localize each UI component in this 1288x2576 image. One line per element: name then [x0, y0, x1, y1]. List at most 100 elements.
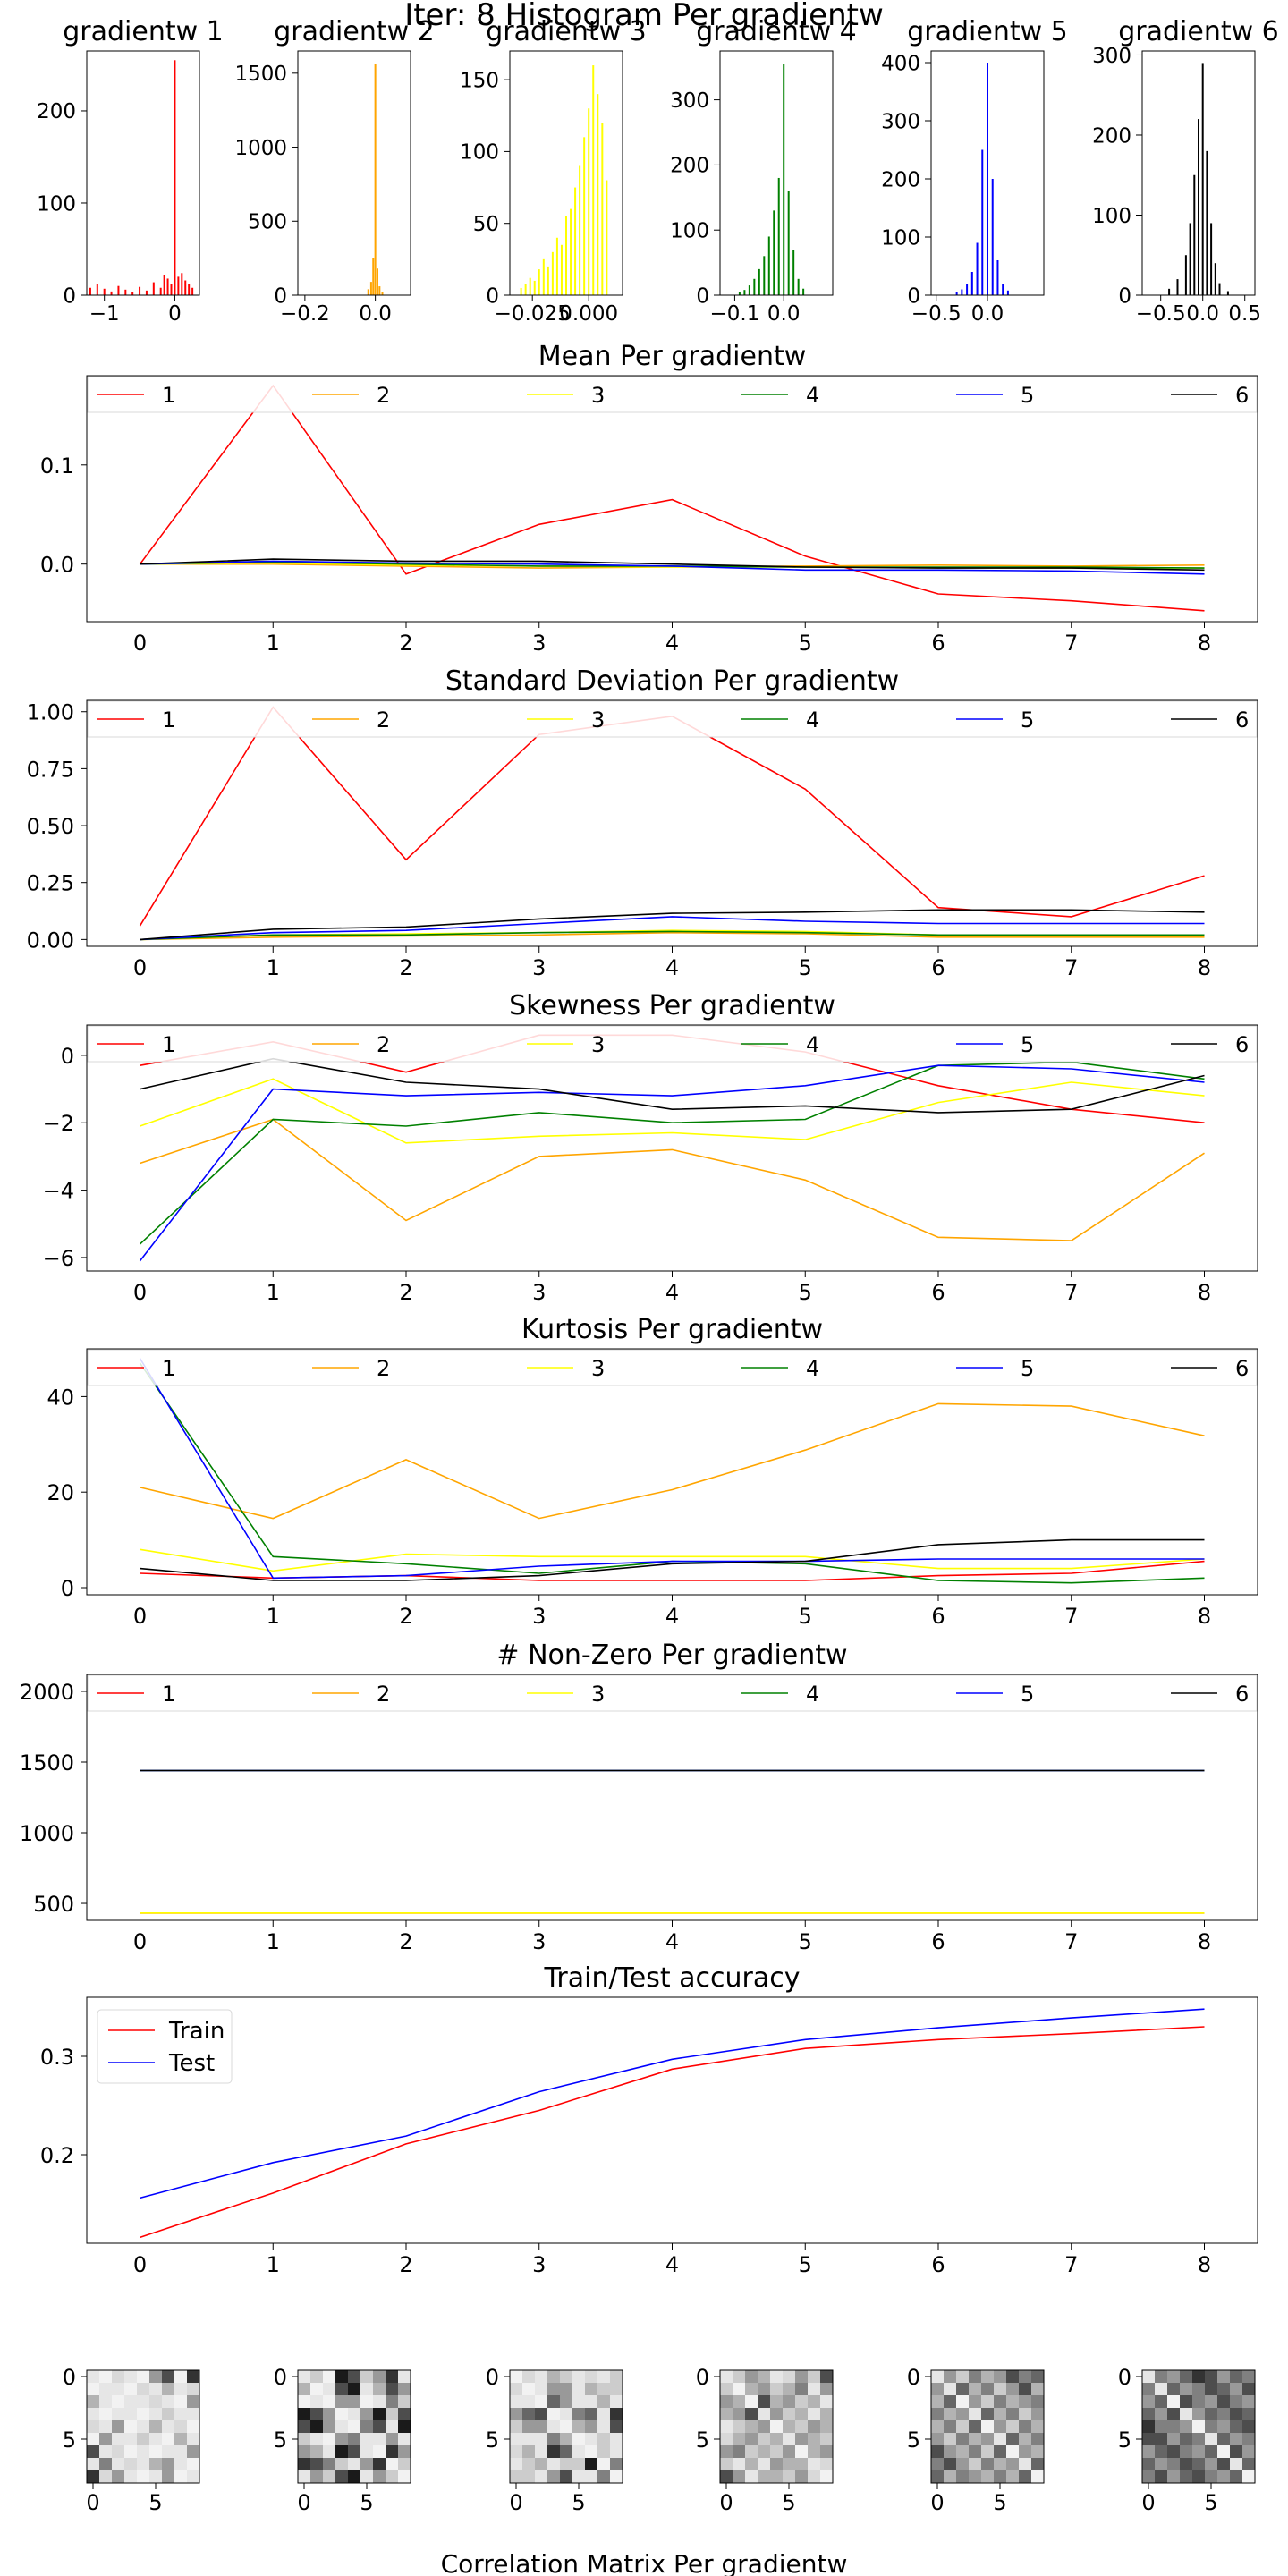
heatmap-cell	[386, 2458, 399, 2471]
heatmap-cell	[956, 2470, 970, 2484]
heatmap-cell	[783, 2458, 796, 2471]
heatmap-cell	[522, 2458, 536, 2471]
histogram-bar	[376, 268, 378, 295]
heatmap-cell	[1180, 2420, 1193, 2434]
heatmap-cell	[783, 2408, 796, 2421]
heatmap-cell	[187, 2408, 200, 2421]
legend-label: 4	[806, 383, 819, 408]
heatmap-cell	[745, 2445, 758, 2459]
legend-label: 6	[1235, 383, 1249, 408]
heatmap-cell	[335, 2370, 349, 2384]
heatmap-cell	[795, 2470, 809, 2484]
x-tick-label: 5	[360, 2490, 373, 2515]
heatmap-cell	[149, 2383, 163, 2396]
heatmap-cell	[174, 2420, 188, 2434]
heatmap-cell	[1031, 2433, 1045, 2446]
heatmap-cell	[720, 2383, 733, 2396]
heatmap-cell	[112, 2433, 125, 2446]
heatmap-cell	[585, 2395, 598, 2409]
legend-label: 6	[1235, 1356, 1249, 1381]
histogram-bar	[597, 94, 599, 295]
legend-label: 2	[377, 708, 390, 733]
heatmap-cell	[174, 2383, 188, 2396]
heatmap-cell	[124, 2408, 138, 2421]
y-tick-label: 1500	[234, 63, 287, 86]
heatmap-cell	[335, 2420, 349, 2434]
histogram-bar	[748, 285, 750, 295]
histogram-bar	[579, 165, 581, 295]
x-tick-label: 1	[267, 1280, 280, 1305]
heatmap-cell	[1180, 2470, 1193, 2484]
heatmap-cell	[994, 2445, 1007, 2459]
histogram-bar	[117, 285, 120, 295]
heatmap-cell	[1180, 2433, 1193, 2446]
x-tick-label: 8	[1198, 1929, 1211, 1954]
axes-frame-12	[86, 2369, 200, 2484]
heatmap-cell	[373, 2383, 386, 2396]
heatmap-cell	[1155, 2395, 1168, 2409]
heatmap-cell	[808, 2420, 821, 2434]
heatmap-cell	[323, 2433, 336, 2446]
heatmap-cell	[956, 2433, 970, 2446]
histogram-bar	[1189, 223, 1191, 295]
histogram-bar	[976, 242, 979, 295]
x-tick-label: 5	[799, 2252, 812, 2277]
heatmap-cell	[535, 2445, 548, 2459]
heatmap-cell	[124, 2433, 138, 2446]
heatmap-cell	[610, 2383, 623, 2396]
histogram-bar	[763, 256, 766, 295]
series-line-6	[140, 909, 1205, 941]
heatmap-cell	[1230, 2420, 1243, 2434]
heatmap-cell	[1142, 2383, 1156, 2396]
x-tick-label: −0.2	[280, 302, 330, 326]
y-tick-label: 200	[1092, 124, 1131, 148]
heatmap-cell	[783, 2445, 796, 2459]
x-tick-label: 2	[399, 1280, 412, 1305]
histogram-6: gradientw 6 −0.5 0.0 0.5 0 100 200 300	[1092, 16, 1279, 326]
x-tick-label: 0	[930, 2490, 944, 2515]
heatmap-cell	[1031, 2395, 1045, 2409]
heatmap-cell	[99, 2408, 113, 2421]
y-tick-label: 0	[907, 284, 920, 308]
heatmap-cell	[808, 2433, 821, 2446]
x-tick-label: 4	[665, 955, 679, 980]
y-tick-label: 0.3	[40, 2045, 74, 2070]
heatmap-cell	[758, 2395, 771, 2409]
heatmap-cell	[783, 2420, 796, 2434]
legend-label: 2	[377, 1356, 390, 1381]
heatmap-cell	[386, 2470, 399, 2484]
heatmap-cell	[149, 2408, 163, 2421]
histogram-bar	[542, 258, 545, 295]
legend-label: 4	[806, 1356, 819, 1381]
heatmap-cell	[124, 2383, 138, 2396]
line-chart-title: Kurtosis Per gradientw	[521, 1314, 823, 1345]
heatmap-cell	[808, 2445, 821, 2459]
heatmap-cell	[585, 2470, 598, 2484]
histogram-bar	[177, 276, 180, 295]
heatmap-cell	[820, 2408, 834, 2421]
x-tick-label: 0	[133, 1280, 147, 1305]
heatmap-cell	[808, 2470, 821, 2484]
histogram-title: gradientw 6	[1118, 16, 1279, 47]
heatmap-cell	[585, 2433, 598, 2446]
heatmap-cell	[720, 2408, 733, 2421]
heatmap-cell	[162, 2395, 175, 2409]
heatmap-cell	[745, 2395, 758, 2409]
legend-label: 3	[591, 708, 605, 733]
heatmap-cell	[547, 2370, 561, 2384]
heatmap-cell	[981, 2408, 995, 2421]
heatmap-cell	[360, 2458, 374, 2471]
heatmap-cell	[994, 2420, 1007, 2434]
heatmap-cell	[808, 2370, 821, 2384]
histogram-bar	[551, 251, 554, 295]
heatmap-cell	[323, 2395, 336, 2409]
series-line-4	[139, 1061, 1205, 1245]
heatmap-cell	[398, 2383, 411, 2396]
heatmap-cell	[1192, 2470, 1206, 2484]
correlation-heatmap-6: 0 5 0 5	[1118, 2365, 1256, 2515]
heatmap-cell	[174, 2470, 188, 2484]
histogram-1: gradientw 1 −1 0 0 100 200	[37, 16, 224, 326]
heatmap-cell	[944, 2383, 957, 2396]
heatmap-cell	[1155, 2458, 1168, 2471]
